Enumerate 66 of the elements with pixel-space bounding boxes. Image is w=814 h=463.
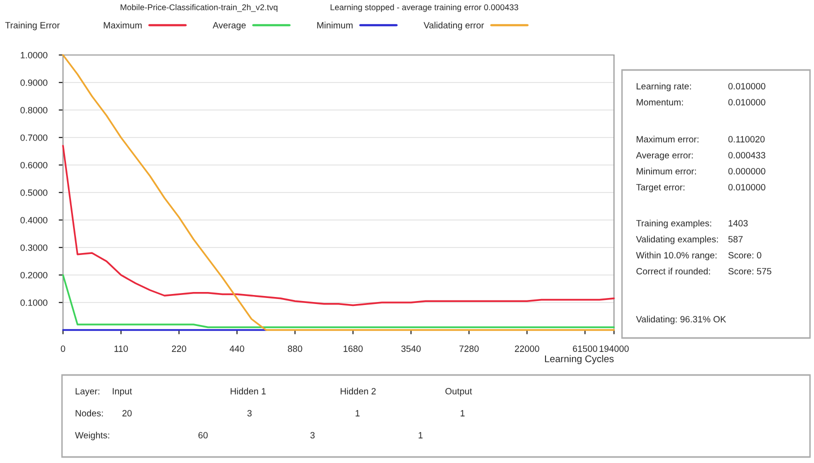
text: Maximum error: bbox=[636, 136, 698, 142]
text: Momentum: bbox=[636, 99, 683, 106]
chart-title: Mobile-Price-Classification-train_2h_v2.tvq bbox=[120, 4, 278, 12]
legend-label: Minimum bbox=[317, 22, 353, 28]
line-series bbox=[62, 144, 615, 306]
x-axis-title: Learning Cycles bbox=[545, 355, 614, 364]
text: Score: 575 bbox=[728, 268, 772, 274]
text: Score: 0 bbox=[728, 252, 762, 258]
text: Learning rate: bbox=[636, 82, 691, 92]
text: Training examples: bbox=[636, 220, 712, 228]
text: 0.010000 bbox=[728, 184, 766, 190]
text: Minimum error: bbox=[636, 168, 696, 174]
chart-subtitle: Learning stopped - average training error 0.000433 bbox=[330, 4, 518, 12]
legend-label: Validating error bbox=[424, 22, 484, 30]
y-tick-label: 0.7000 bbox=[20, 134, 48, 141]
x-tick-label: 110 bbox=[114, 346, 128, 352]
y-tick-label: 0.4000 bbox=[20, 216, 48, 224]
x-tick-label: 3540 bbox=[401, 346, 421, 352]
text: Nodes: bbox=[76, 410, 103, 416]
text: Correct if rounded: bbox=[636, 268, 710, 274]
y-tick-label: 1.0000 bbox=[20, 52, 48, 58]
text: Validating: 96.31% OK bbox=[636, 316, 726, 324]
x-tick-label: 880 bbox=[288, 346, 302, 352]
x-tick-label: 194000 bbox=[600, 346, 629, 352]
text: Hidden 2 bbox=[340, 388, 376, 394]
text: 0.010000 bbox=[728, 99, 766, 106]
text: 0.010000 bbox=[728, 83, 766, 90]
x-tick-label: 7280 bbox=[459, 346, 479, 352]
x-tick-label: 220 bbox=[172, 346, 186, 352]
text: Layer: bbox=[76, 388, 100, 396]
text: Average error: bbox=[636, 152, 693, 160]
text: Output bbox=[445, 388, 472, 396]
line-series bbox=[62, 54, 615, 331]
text: 0.000000 bbox=[728, 168, 766, 174]
text: 3 bbox=[247, 410, 252, 416]
text: 20 bbox=[122, 410, 132, 416]
text: Within 10.0% range: bbox=[636, 252, 716, 260]
text: 587 bbox=[728, 236, 743, 242]
legend-label: Average bbox=[212, 22, 246, 30]
y-tick-label: 0.8000 bbox=[20, 106, 48, 114]
text: 0.000433 bbox=[728, 152, 766, 158]
y-tick-label: 0.9000 bbox=[20, 79, 48, 86]
text: 1 bbox=[418, 432, 423, 438]
text: 60 bbox=[198, 432, 208, 438]
y-tick-label: 0.2000 bbox=[20, 272, 48, 278]
x-tick-label: 1680 bbox=[344, 346, 363, 352]
y-tick-label: 0.5000 bbox=[20, 189, 48, 196]
legend-label: Maximum bbox=[104, 22, 142, 28]
text: 0.110020 bbox=[728, 136, 765, 142]
y-tick-label: 0.6000 bbox=[20, 162, 48, 168]
x-tick-label: 22000 bbox=[514, 346, 540, 352]
text: Hidden 1 bbox=[230, 388, 266, 394]
text: 1 bbox=[356, 410, 360, 416]
text: Target error: bbox=[636, 184, 684, 192]
x-tick-label: 61500 bbox=[572, 346, 598, 352]
legend-title: Training Error bbox=[5, 22, 60, 30]
text: Weights: bbox=[75, 432, 110, 440]
text: 1403 bbox=[728, 220, 748, 226]
text: 1 bbox=[460, 410, 465, 416]
y-tick-label: 0.1000 bbox=[20, 299, 48, 306]
x-tick-label: 440 bbox=[230, 346, 244, 352]
x-tick-label: 0 bbox=[60, 346, 66, 352]
text: Validating examples: bbox=[636, 236, 718, 244]
text: Input bbox=[112, 388, 132, 396]
text: 3 bbox=[310, 432, 315, 438]
y-tick-label: 0.3000 bbox=[20, 244, 48, 251]
